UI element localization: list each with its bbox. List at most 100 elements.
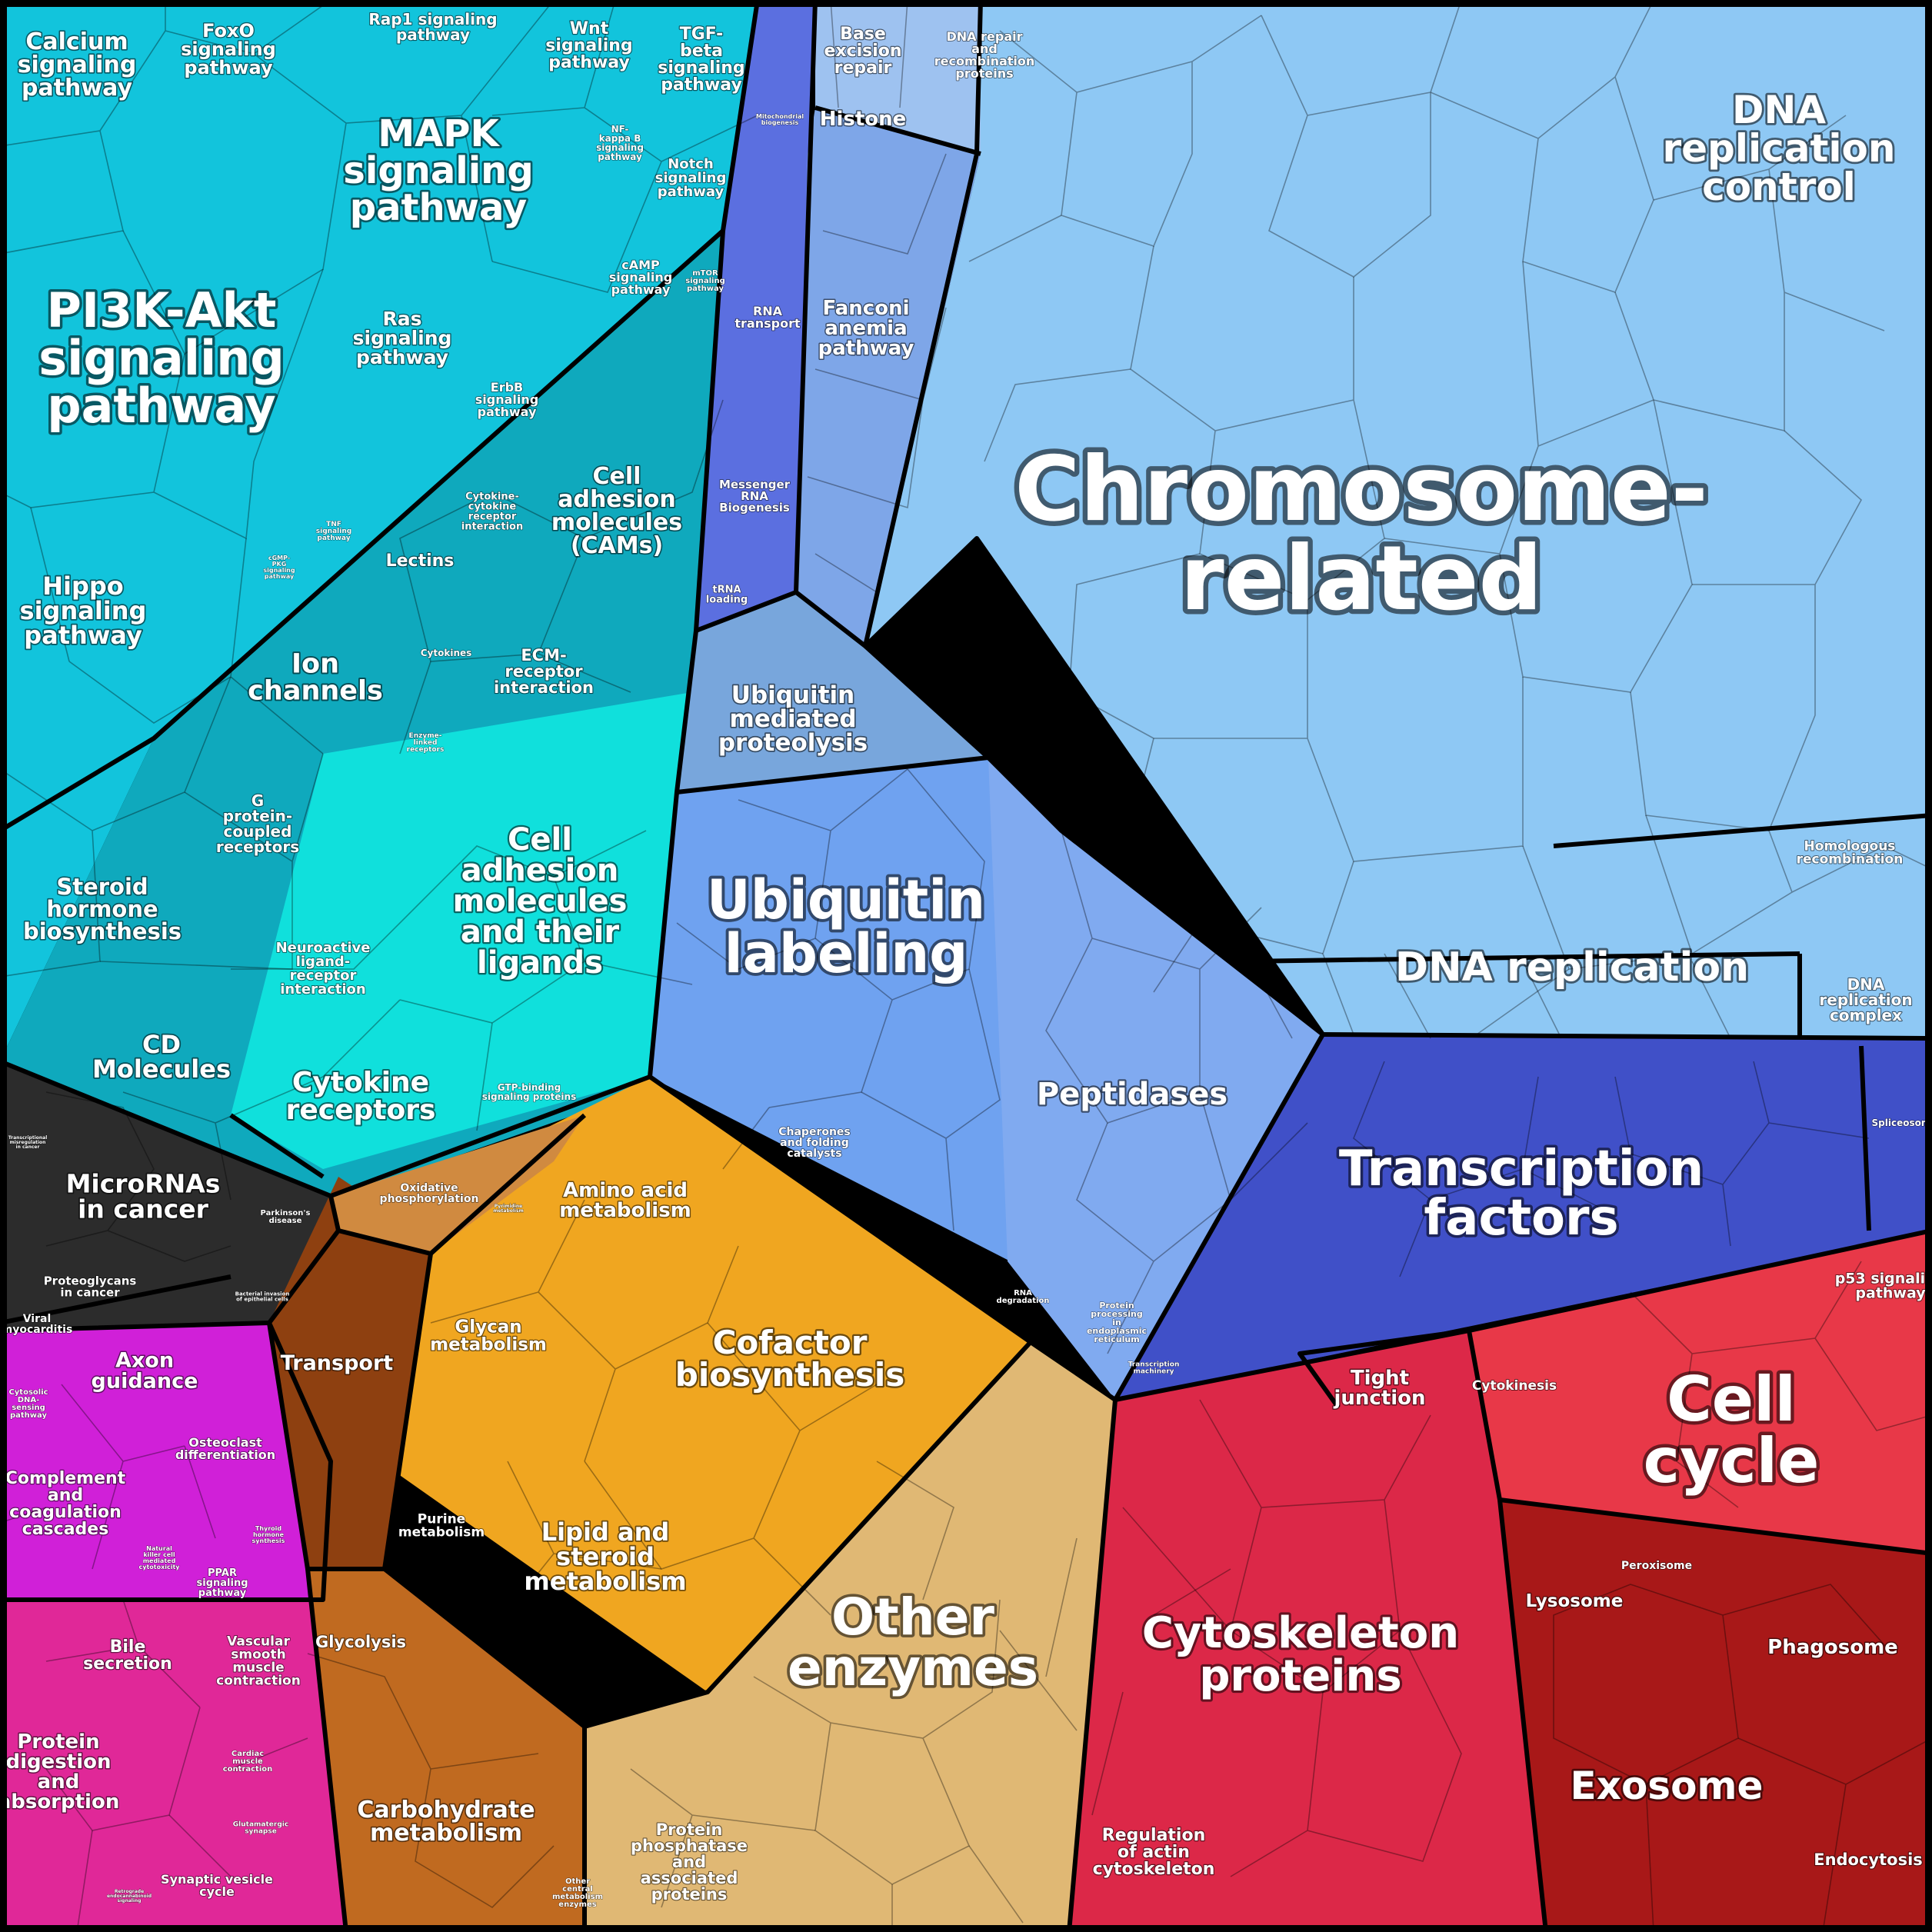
- label-line: Retrograde: [115, 1889, 144, 1894]
- region-border-11: [1467, 1330, 1926, 1926]
- label-line: machinery: [1133, 1367, 1174, 1375]
- label-line: PPAR: [208, 1567, 237, 1579]
- region-cell-cycle: [1469, 1231, 1926, 1554]
- label-line: metabolism: [370, 1820, 522, 1847]
- region-label-other-central-metabolism-enzymes: Other central metabolism enzymes: [552, 1877, 603, 1909]
- label-line: central: [562, 1885, 593, 1894]
- label-line: adhesion: [461, 853, 619, 888]
- label-line: anemia: [824, 317, 907, 340]
- label-line: Protein: [17, 1730, 99, 1754]
- region-label-cardiac-muscle-contraction: Cardiac muscle contraction: [223, 1750, 273, 1774]
- label-line: misregulation: [10, 1140, 46, 1145]
- label-line: pathway: [598, 152, 642, 162]
- label-line: Protein: [1099, 1301, 1134, 1311]
- label-line: signaling: [263, 567, 295, 574]
- label-line: receptor: [468, 511, 517, 522]
- region-label-oxidative-phosphorylation: Oxidative phosphorylation: [380, 1182, 479, 1205]
- subcell-boundary-35: [1199, 1399, 1431, 1693]
- label-line: p53 signaling: [1835, 1270, 1932, 1287]
- label-line: smooth: [231, 1647, 285, 1663]
- region-border-9: [1859, 1045, 1871, 1231]
- region-label-protein-digestion-and-absorption: Protein digestion and absorption: [0, 1730, 119, 1814]
- label-line: Endocytosis: [1814, 1850, 1923, 1869]
- label-line: Natural: [146, 1545, 172, 1552]
- label-line: pathway: [1855, 1284, 1926, 1301]
- label-line: Lysosome: [1526, 1591, 1624, 1611]
- label-line: Cytokines: [421, 648, 472, 658]
- subcell-boundary-28: [768, 768, 985, 1108]
- subcell-boundary-14: [999, 15, 1262, 247]
- region-label-retrograde-endocannabinoid-signaling: Retrograde endocannabinoid signaling: [107, 1889, 152, 1904]
- region-label-ras-signaling-pathway: Ras signaling pathway: [353, 308, 452, 368]
- region-label-glutamatergic-synapse: Glutamatergic synapse: [233, 1820, 288, 1835]
- subcell-boundary-24: [1476, 830, 1926, 1035]
- region-label-ppar-signaling-pathway: PPAR signaling pathway: [197, 1567, 248, 1599]
- subcell-boundary-16: [1430, 6, 1654, 293]
- subcell-boundary-42: [753, 1599, 1001, 1885]
- label-line: of actin: [1118, 1843, 1190, 1862]
- label-line: Neuroactive: [276, 940, 371, 956]
- label-line: control: [1702, 165, 1856, 209]
- label-line: Fanconi: [823, 297, 910, 320]
- label-line: beta: [680, 42, 723, 61]
- region-label-mapk-signaling-pathway: MAPK signaling pathway: [343, 112, 533, 229]
- label-line: biogenesis: [761, 119, 799, 126]
- label-line: Chaperones: [778, 1126, 851, 1138]
- label-line: Histone: [820, 108, 907, 131]
- label-line: molecules: [551, 509, 682, 536]
- region-label-transcription-factors: Transcription factors: [1339, 1141, 1704, 1247]
- label-line: pathway: [478, 405, 537, 419]
- region-label-transcriptional-misregulation-in-cancer: Transcriptional misregulation in cancer: [8, 1135, 48, 1150]
- label-line: molecules: [453, 884, 628, 919]
- label-line: phosphatase: [631, 1837, 748, 1855]
- label-line: pathway: [22, 75, 132, 102]
- region-label-erbb-signaling-pathway: ErbB signaling pathway: [475, 380, 538, 419]
- region-label-regulation-of-actin-cytoskeleton: Regulation of actin cytoskeleton: [1093, 1826, 1215, 1879]
- region-label-lectins: Lectins: [386, 551, 455, 571]
- region-label-spliceosome: Spliceosome: [1872, 1118, 1932, 1128]
- label-line: Glycolysis: [315, 1633, 406, 1651]
- label-line: RNA: [741, 489, 768, 503]
- label-line: Amino acid: [563, 1179, 688, 1202]
- region-label-bile-secretion: Bile secretion: [83, 1637, 172, 1674]
- label-line: recombination: [1797, 852, 1904, 868]
- subcell-boundary-21: [968, 215, 1201, 739]
- label-line: pathway: [10, 1411, 47, 1420]
- label-line: Ubiquitin: [707, 868, 985, 931]
- label-line: steroid: [556, 1542, 655, 1571]
- region-label-tgf-beta-signaling-pathway: TGF-beta signaling pathway: [658, 25, 744, 95]
- region-label-complement-and-coagulation-cascades: Complement and coagulation cascades: [5, 1469, 126, 1539]
- region-label-messenger-rna-biogenesis: Messenger RNA Biogenesis: [719, 478, 791, 515]
- region-label-rna-degradation: RNA degradation: [997, 1289, 1050, 1305]
- label-line: RNA: [1014, 1289, 1032, 1297]
- label-line: Transcription: [1128, 1361, 1180, 1368]
- label-line: Other: [565, 1877, 590, 1886]
- label-line: degradation: [997, 1297, 1050, 1305]
- label-line: in cancer: [78, 1194, 209, 1224]
- subcell-boundary-47: [77, 1737, 308, 1926]
- label-line: protein-: [223, 807, 292, 825]
- label-line: Thyroid: [255, 1525, 282, 1532]
- region-label-protein-phosphatase-and-associated-proteins: Protein phosphatase and associated proteins: [631, 1820, 748, 1904]
- label-line: signaling: [609, 270, 672, 285]
- label-line: GTP-binding: [498, 1082, 561, 1093]
- region-cell-adhesion: [231, 692, 692, 1169]
- region-carbohydrate: [308, 1569, 585, 1926]
- subcell-boundary-43: [630, 1768, 1024, 1926]
- label-line: PI3K-Akt: [47, 282, 277, 338]
- label-line: signaling: [197, 1577, 248, 1589]
- label-line: hormone: [46, 896, 158, 922]
- subcell-boundary-3: [6, 268, 324, 540]
- region-border-16: [328, 1113, 587, 1256]
- label-line: receptor: [505, 662, 583, 681]
- region-exosome: [1500, 1500, 1926, 1926]
- label-line: pathway: [184, 57, 273, 78]
- label-line: pathway: [658, 184, 724, 200]
- label-line: FoxO: [202, 20, 255, 42]
- label-line: Axon: [115, 1348, 174, 1372]
- label-line: replication: [1819, 991, 1912, 1009]
- label-line: Calcium: [25, 28, 128, 55]
- region-label-pi3k-akt-signaling-pathway: PI3K-Akt signaling pathway: [38, 282, 285, 434]
- label-line: mTOR: [692, 269, 718, 278]
